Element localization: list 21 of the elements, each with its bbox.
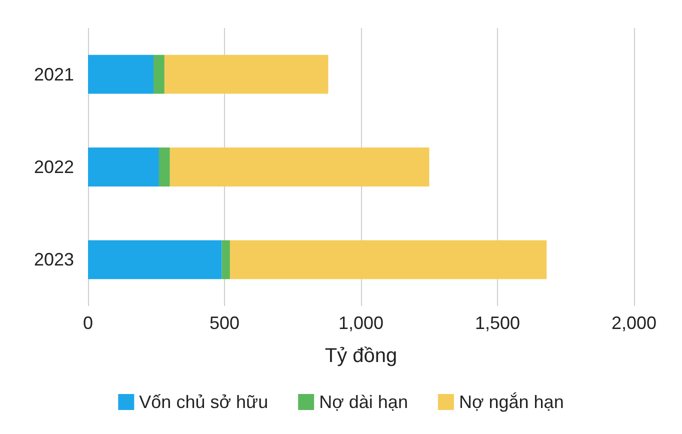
bar bbox=[230, 240, 547, 280]
bar bbox=[222, 240, 230, 280]
x-tick-label: 500 bbox=[209, 313, 240, 333]
x-tick-label: 2,000 bbox=[611, 313, 657, 333]
legend-label: Vốn chủ sở hữu bbox=[139, 392, 268, 412]
x-tick-label: 0 bbox=[82, 313, 94, 333]
legend-label: Nợ ngắn hạn bbox=[458, 392, 564, 412]
bar bbox=[88, 148, 159, 186]
y-tick-label: 2021 bbox=[34, 64, 74, 84]
bar bbox=[154, 54, 164, 94]
bar bbox=[88, 240, 222, 280]
bar bbox=[158, 148, 170, 186]
x-axis-title: Tỷ đồng bbox=[324, 345, 398, 367]
bar bbox=[88, 54, 154, 94]
y-tick-label: 2023 bbox=[34, 250, 74, 270]
x-tick-label: 1,000 bbox=[338, 313, 384, 333]
bar bbox=[170, 148, 430, 186]
x-tick-label: 1,500 bbox=[474, 313, 520, 333]
bar bbox=[164, 54, 328, 94]
y-tick-label: 2022 bbox=[34, 157, 74, 177]
legend-label: Nợ dài hạn bbox=[319, 392, 408, 412]
